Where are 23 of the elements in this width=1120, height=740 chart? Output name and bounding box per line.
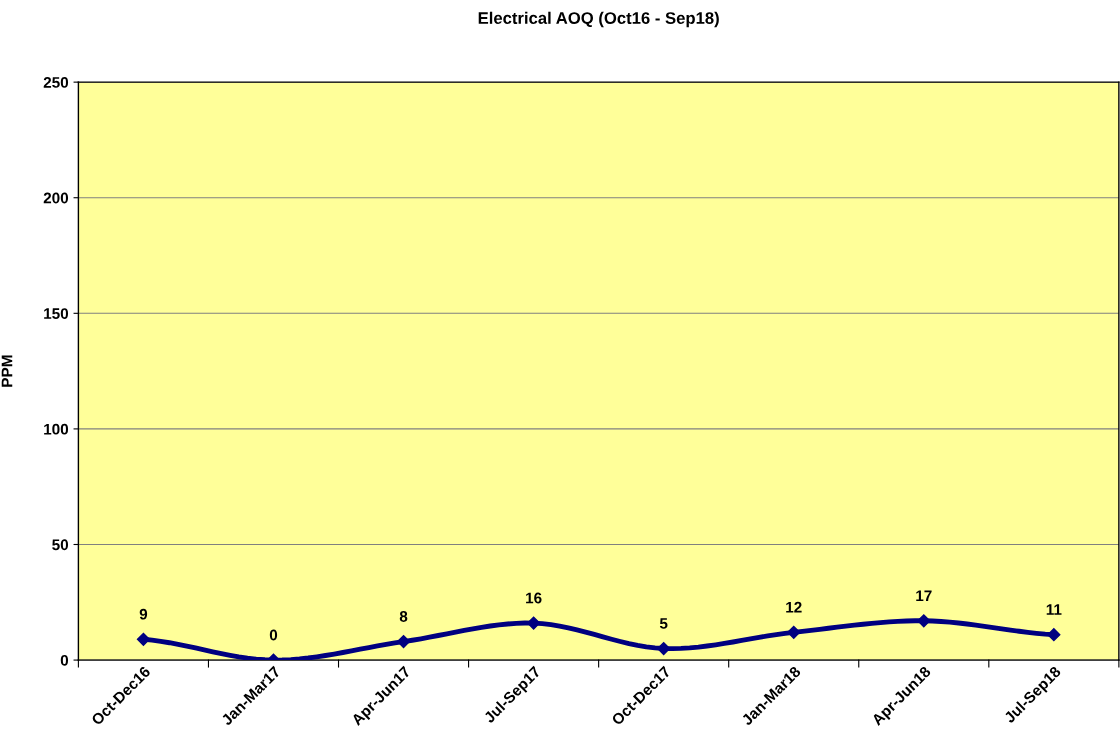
y-tick-label: 150 xyxy=(44,308,69,319)
point xyxy=(396,634,411,649)
point xyxy=(527,616,541,630)
point xyxy=(1047,628,1061,642)
data-label: 16 xyxy=(526,592,542,604)
point xyxy=(657,641,671,656)
data-label: 12 xyxy=(786,601,802,613)
y-tick-label: 250 xyxy=(43,77,69,88)
point xyxy=(787,625,801,639)
data-label: 11 xyxy=(1046,604,1062,615)
data-label: 9 xyxy=(139,608,148,620)
data-label: 17 xyxy=(916,590,932,601)
y-axis-title: PPM xyxy=(1,355,13,387)
data-label: 5 xyxy=(659,618,668,629)
data-label: 8 xyxy=(399,611,408,622)
y-tick-label: 50 xyxy=(52,539,69,551)
y-tick-label: 200 xyxy=(43,192,69,204)
chart-title: Electrical AOQ (Oct16 - Sep18) xyxy=(478,11,719,28)
data-label: 0 xyxy=(269,629,278,641)
point xyxy=(917,614,931,628)
y-tick-label: 100 xyxy=(44,423,69,435)
y-tick-label: 0 xyxy=(60,654,69,666)
point xyxy=(136,632,151,646)
